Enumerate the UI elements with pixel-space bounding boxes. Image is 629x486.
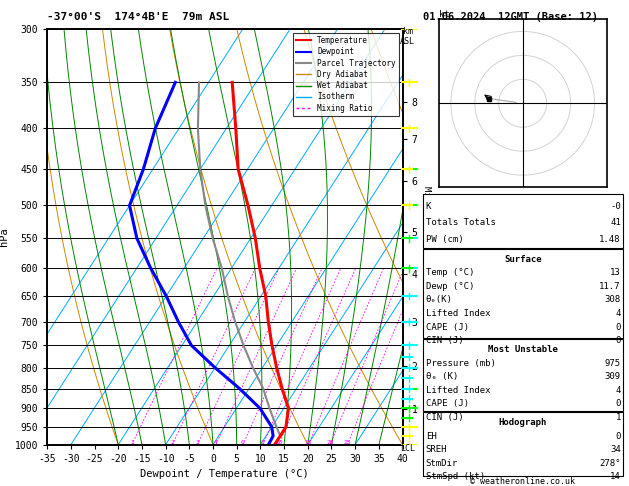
Text: 13: 13: [610, 268, 621, 278]
Text: © weatheronline.co.uk: © weatheronline.co.uk: [470, 477, 575, 486]
Text: Lifted Index: Lifted Index: [426, 309, 491, 318]
Text: km
ASL: km ASL: [400, 27, 415, 46]
Text: EH: EH: [426, 432, 437, 441]
Text: 1: 1: [615, 413, 621, 422]
Text: CIN (J): CIN (J): [426, 336, 464, 346]
Text: 01.06.2024  12GMT (Base: 12): 01.06.2024 12GMT (Base: 12): [423, 12, 598, 22]
Text: K: K: [426, 202, 431, 211]
Text: Hodograph: Hodograph: [499, 418, 547, 427]
Text: 14: 14: [610, 472, 621, 482]
Text: CIN (J): CIN (J): [426, 413, 464, 422]
Text: LCL: LCL: [400, 444, 415, 453]
Text: 8: 8: [261, 440, 265, 445]
Text: Pressure (mb): Pressure (mb): [426, 359, 496, 368]
Text: 4: 4: [615, 309, 621, 318]
Text: Surface: Surface: [504, 255, 542, 264]
Text: θₑ(K): θₑ(K): [426, 295, 453, 305]
Text: SREH: SREH: [426, 445, 447, 454]
Text: 4: 4: [214, 440, 218, 445]
Text: 10: 10: [275, 440, 282, 445]
Text: 0: 0: [615, 336, 621, 346]
Text: 0: 0: [615, 323, 621, 332]
Y-axis label: hPa: hPa: [0, 227, 9, 246]
Text: 34: 34: [610, 445, 621, 454]
Text: 278°: 278°: [599, 459, 621, 468]
Text: 6: 6: [241, 440, 245, 445]
Text: 20: 20: [326, 440, 334, 445]
Text: 1: 1: [130, 440, 134, 445]
Text: 41: 41: [610, 218, 621, 227]
Text: 4: 4: [615, 386, 621, 395]
Text: Most Unstable: Most Unstable: [487, 345, 558, 354]
Text: 0: 0: [615, 399, 621, 409]
Text: 2: 2: [170, 440, 174, 445]
Text: 1.48: 1.48: [599, 235, 621, 244]
Text: kt: kt: [439, 10, 450, 19]
Text: CAPE (J): CAPE (J): [426, 399, 469, 409]
Text: 309: 309: [604, 372, 621, 382]
Text: 308: 308: [604, 295, 621, 305]
Text: 3: 3: [196, 440, 199, 445]
Text: 975: 975: [604, 359, 621, 368]
Text: -0: -0: [610, 202, 621, 211]
Text: Lifted Index: Lifted Index: [426, 386, 491, 395]
Legend: Temperature, Dewpoint, Parcel Trajectory, Dry Adiabat, Wet Adiabat, Isotherm, Mi: Temperature, Dewpoint, Parcel Trajectory…: [292, 33, 399, 116]
Text: PW (cm): PW (cm): [426, 235, 464, 244]
Text: Dewp (°C): Dewp (°C): [426, 282, 474, 291]
Text: θₑ (K): θₑ (K): [426, 372, 458, 382]
X-axis label: Dewpoint / Temperature (°C): Dewpoint / Temperature (°C): [140, 469, 309, 479]
Text: StmDir: StmDir: [426, 459, 458, 468]
Text: 15: 15: [304, 440, 312, 445]
Text: CAPE (J): CAPE (J): [426, 323, 469, 332]
Y-axis label: Mixing Ratio (g/kg): Mixing Ratio (g/kg): [422, 186, 431, 288]
Text: 0: 0: [615, 432, 621, 441]
Text: StmSpd (kt): StmSpd (kt): [426, 472, 485, 482]
Text: 11.7: 11.7: [599, 282, 621, 291]
Text: 25: 25: [343, 440, 351, 445]
Text: Temp (°C): Temp (°C): [426, 268, 474, 278]
Text: -37°00'S  174°4B'E  79m ASL: -37°00'S 174°4B'E 79m ASL: [47, 12, 230, 22]
Text: Totals Totals: Totals Totals: [426, 218, 496, 227]
